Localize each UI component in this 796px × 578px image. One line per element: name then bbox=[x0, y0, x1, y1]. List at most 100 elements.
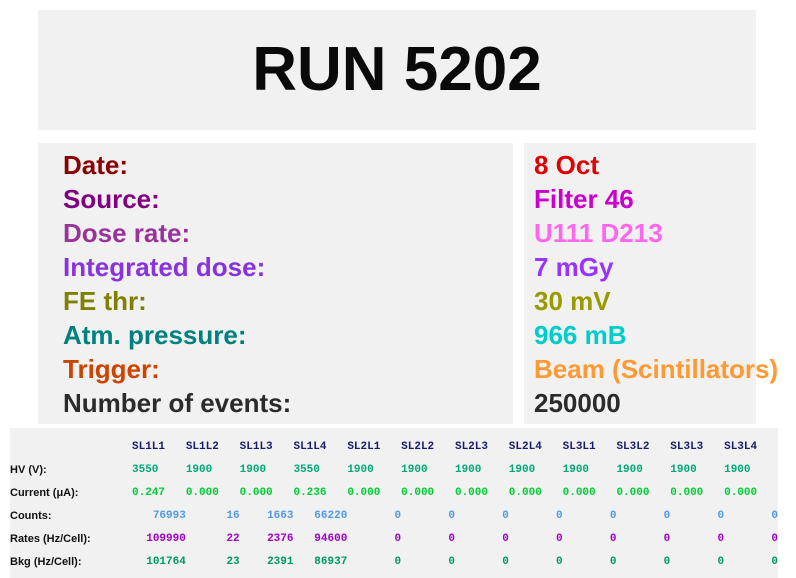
table-cell-sl1l3: 1663 bbox=[267, 509, 294, 522]
table-cell-sl2l3: 0 bbox=[502, 532, 509, 545]
table-cell-sl2l4: 0.000 bbox=[508, 486, 542, 499]
table-cell-sl3l3: 0 bbox=[717, 509, 725, 522]
table-cell-sl3l4: 0 bbox=[771, 509, 778, 522]
table-cell-sl3l3: 0 bbox=[717, 555, 725, 568]
info-value-source: Filter 46 bbox=[534, 184, 634, 214]
table-cell-sl1l2: 0.000 bbox=[185, 486, 219, 499]
channel-table-panel: SL1L1 SL1L2 SL1L3 SL1L4 SL2L1 SL2L2 SL2L… bbox=[10, 428, 778, 578]
table-row: Counts: 76993 16 1663 66220 0 0 0 0 0 0 0 0 bbox=[10, 504, 778, 527]
table-cell-sl2l1: 0 bbox=[394, 532, 402, 545]
table-cell-sl1l3: 2376 bbox=[267, 532, 294, 545]
table-cell-sl1l1: 109990 bbox=[146, 532, 186, 545]
table-cell-sl2l1: 1900 bbox=[347, 463, 374, 476]
table-cell-sl2l2: 0.000 bbox=[401, 486, 435, 499]
table-cell-sl3l2: 1900 bbox=[616, 463, 643, 476]
table-cell-sl3l4: 0 bbox=[771, 555, 778, 568]
info-label-date: Date: bbox=[63, 150, 129, 180]
table-cell-sl1l4: 66220 bbox=[314, 509, 348, 522]
info-value-fe-thr: 30 mV bbox=[534, 286, 611, 316]
column-header-sl3l4: SL3L4 bbox=[724, 440, 758, 453]
table-cell-sl3l1: 1900 bbox=[562, 463, 590, 476]
table-row: HV (V): 3550 1900 1900 3550 1900 1900 1900 1900 1… bbox=[10, 458, 778, 481]
table-cell-sl2l4: 0 bbox=[556, 532, 563, 545]
table-cell-sl3l2: 0 bbox=[663, 555, 671, 568]
info-value-atm-pressure: 966 mB bbox=[534, 320, 627, 350]
info-label-source: Source: bbox=[63, 184, 160, 214]
table-corner-cell bbox=[10, 435, 132, 458]
table-cell-sl1l4: 0.236 bbox=[293, 486, 327, 499]
table-cell-sl2l3: 0 bbox=[502, 555, 509, 568]
column-header-sl1l1: SL1L1 bbox=[132, 440, 166, 453]
info-label-fe-thr: FE thr: bbox=[63, 286, 147, 316]
table-cell-sl3l3: 0.000 bbox=[670, 486, 704, 499]
column-header-sl3l2: SL3L2 bbox=[616, 440, 650, 453]
table-cell-sl1l3: 2391 bbox=[267, 555, 294, 568]
table-row-label: Current (μA): bbox=[10, 486, 79, 499]
table-cell-sl3l4: 1900 bbox=[724, 463, 751, 476]
page-title: RUN 5202 bbox=[252, 35, 542, 104]
column-header-sl3l3: SL3L3 bbox=[670, 440, 704, 453]
table-cell-sl1l2: 1900 bbox=[185, 463, 213, 476]
run-info-values-panel: 8 Oct Filter 46 U111 D213 7 mGy 30 mV 96… bbox=[524, 143, 779, 424]
column-header-sl2l2: SL2L2 bbox=[401, 440, 435, 453]
table-cell-sl3l4: 0 bbox=[771, 532, 778, 545]
table-cell-sl1l1: 0.247 bbox=[132, 486, 166, 499]
table-cell-sl2l4: 1900 bbox=[508, 463, 536, 476]
channel-table: SL1L1 SL1L2 SL1L3 SL1L4 SL2L1 SL2L2 SL2L… bbox=[10, 435, 778, 573]
table-cell-sl1l3: 1900 bbox=[239, 463, 267, 476]
table-cell-sl3l2: 0 bbox=[663, 509, 671, 522]
table-cell-sl2l4: 0 bbox=[556, 555, 563, 568]
table-cell-sl3l3: 0 bbox=[717, 532, 725, 545]
table-cell-sl3l3: 1900 bbox=[670, 463, 697, 476]
run-title-panel: RUN 5202 bbox=[38, 10, 756, 130]
table-row-label: Bkg (Hz/Cell): bbox=[10, 555, 82, 568]
table-cell-sl2l1: 0 bbox=[394, 555, 402, 568]
column-header-sl1l2: SL1L2 bbox=[185, 440, 219, 453]
info-label-atm-pressure: Atm. pressure: bbox=[63, 320, 247, 350]
table-cell-sl1l2: 22 bbox=[226, 532, 240, 545]
table-row: Bkg (Hz/Cell): 101764 23 2391 86937 0 0 0 0 0 0 0 0 bbox=[10, 550, 778, 573]
table-cell-sl3l1: 0 bbox=[609, 532, 617, 545]
table-cell-sl2l3: 0.000 bbox=[454, 486, 488, 499]
column-header-sl2l1: SL2L1 bbox=[347, 440, 381, 453]
table-cell-sl3l2: 0.000 bbox=[616, 486, 650, 499]
run-info-value-list: 8 Oct Filter 46 U111 D213 7 mGy 30 mV 96… bbox=[524, 143, 779, 420]
info-value-integrated-dose: 7 mGy bbox=[534, 252, 614, 282]
info-label-integrated-dose: Integrated dose: bbox=[63, 252, 266, 282]
info-value-number-of-events: 250000 bbox=[534, 388, 621, 418]
table-cell-sl1l4: 94600 bbox=[314, 532, 348, 545]
table-cell-sl2l2: 0 bbox=[448, 532, 455, 545]
info-value-dose-rate: U111 D213 bbox=[534, 218, 663, 248]
table-cell-sl2l2: 1900 bbox=[401, 463, 428, 476]
table-cell-sl1l3: 0.000 bbox=[239, 486, 273, 499]
info-value-date: 8 Oct bbox=[534, 150, 600, 180]
column-header-sl1l3: SL1L3 bbox=[239, 440, 273, 453]
info-label-dose-rate: Dose rate: bbox=[63, 218, 191, 248]
table-cell-sl3l1: 0 bbox=[609, 555, 617, 568]
table-cell-sl2l1: 0 bbox=[394, 509, 402, 522]
run-info-label-list: Date: Source: Dose rate: Integrated dose… bbox=[38, 143, 513, 420]
table-cell-sl2l4: 0 bbox=[556, 509, 563, 522]
table-cell-sl2l2: 0 bbox=[448, 555, 455, 568]
table-cell-sl1l1: 101764 bbox=[146, 555, 186, 568]
table-body: HV (V): 3550 1900 1900 3550 1900 1900 1900 1900 1… bbox=[10, 458, 778, 573]
table-row: Current (μA): 0.247 0.000 0.000 0.236 0.000 0.… bbox=[10, 481, 778, 504]
table-cell-sl2l3: 1900 bbox=[454, 463, 482, 476]
table-cell-sl3l2: 0 bbox=[663, 532, 671, 545]
table-cell-sl3l1: 0 bbox=[609, 509, 617, 522]
column-header-sl2l4: SL2L4 bbox=[508, 440, 542, 453]
table-header-row: SL1L1 SL1L2 SL1L3 SL1L4 SL2L1 SL2L2 SL2L… bbox=[10, 435, 778, 458]
info-label-number-of-events: Number of events: bbox=[63, 388, 292, 418]
table-cell-sl1l4: 3550 bbox=[293, 463, 320, 476]
info-value-trigger: Beam (Scintillators) bbox=[534, 354, 779, 384]
table-cell-sl1l2: 23 bbox=[226, 555, 240, 568]
column-header-sl1l4: SL1L4 bbox=[293, 440, 327, 453]
table-cell-sl1l1: 76993 bbox=[152, 509, 186, 522]
run-info-labels-panel: Date: Source: Dose rate: Integrated dose… bbox=[38, 143, 513, 424]
table-cell-sl2l2: 0 bbox=[448, 509, 455, 522]
table-row-label: Counts: bbox=[10, 509, 52, 522]
table-cell-sl3l1: 0.000 bbox=[562, 486, 596, 499]
info-label-trigger: Trigger: bbox=[63, 354, 160, 384]
table-row-label: HV (V): bbox=[10, 463, 47, 476]
column-header-sl3l1: SL3L1 bbox=[562, 440, 596, 453]
